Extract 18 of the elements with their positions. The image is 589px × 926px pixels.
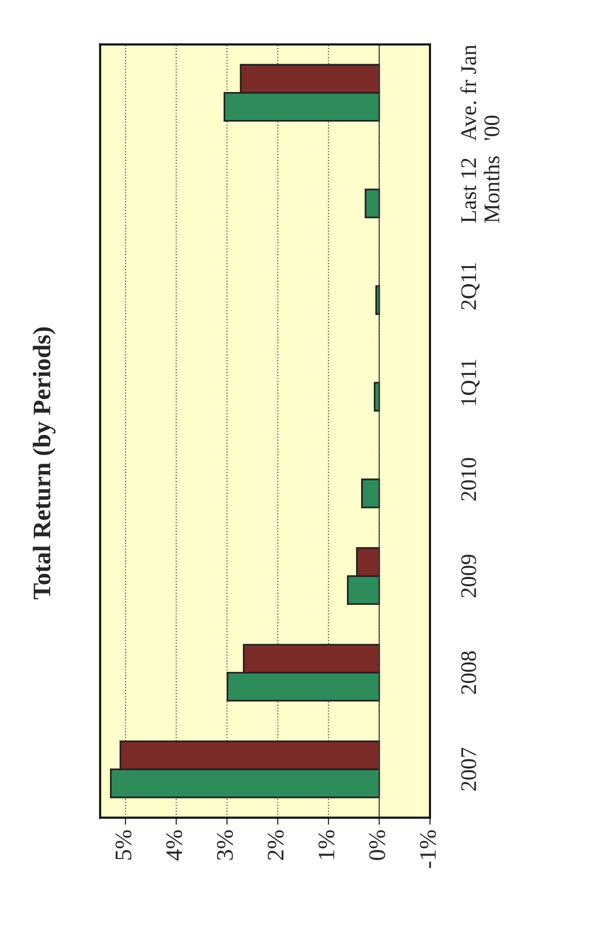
bar [361, 478, 380, 508]
bar [364, 188, 380, 218]
x-tick-label: 1% [318, 830, 334, 859]
y-tick-label: 2009 [461, 554, 476, 598]
y-tick-label: 1Q11 [461, 360, 480, 406]
y-tick-label: 2007 [461, 748, 476, 791]
x-tick-label: 0% [369, 830, 386, 860]
y-tick-label: Ave. fr Jan '00 [460, 44, 500, 141]
x-tick-label: 5% [115, 830, 132, 860]
y-tick-label: 2010 [461, 458, 476, 501]
y-tick-label: 2008 [461, 651, 476, 694]
y-tick-label: Last 12 Months [461, 156, 500, 223]
text: Total Return (by Periods) [32, 327, 56, 600]
x-tick-label: 3% [216, 830, 233, 860]
x-tick-label: 4% [166, 830, 182, 860]
x-tick-label: 2% [268, 830, 284, 860]
y-tick-label: 2Q11 [461, 263, 480, 310]
x-tick-label: -1% [420, 830, 436, 868]
